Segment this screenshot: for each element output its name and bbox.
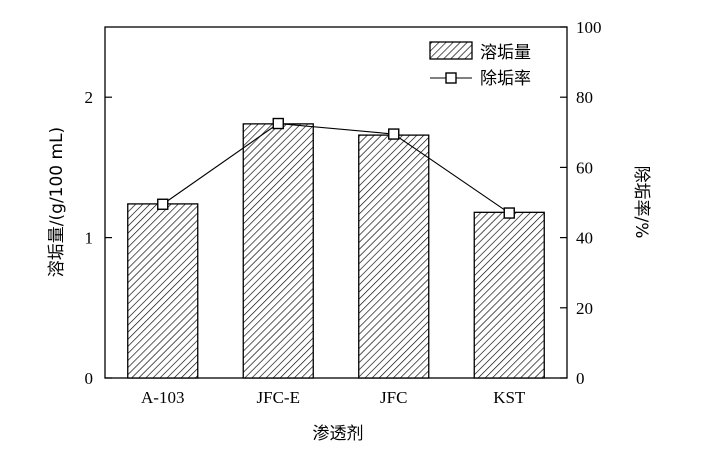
right-y-tick-label: 0 xyxy=(576,369,585,388)
legend: 溶垢量 除垢率 xyxy=(429,41,531,89)
x-tick-label: JFC xyxy=(380,388,407,407)
y2-axis-title: 除垢率/% xyxy=(631,166,651,239)
x-tick-label: JFC-E xyxy=(257,388,300,407)
legend-bar-label: 溶垢量 xyxy=(480,43,531,63)
left-y-tick-label: 0 xyxy=(85,369,94,388)
y-axis-title: 溶垢量/(g/100 mL) xyxy=(47,127,67,277)
data-point xyxy=(388,128,400,140)
legend-line-marker xyxy=(445,72,457,84)
data-point xyxy=(157,198,169,210)
bar xyxy=(242,123,314,379)
data-point xyxy=(503,207,515,219)
plot-frame xyxy=(104,26,568,379)
right-y-tick-label: 80 xyxy=(576,88,593,107)
left-y-tick-label: 2 xyxy=(85,88,94,107)
right-y-axis: 0 20 40 60 80 100 xyxy=(560,18,602,388)
bar xyxy=(473,211,545,379)
x-axis-title: 渗透剂 xyxy=(313,424,364,444)
plot-border xyxy=(104,26,568,379)
right-y-tick-label: 40 xyxy=(576,229,593,248)
right-y-tick-label: 100 xyxy=(576,18,602,37)
right-y-tick-label: 60 xyxy=(576,158,593,177)
series-line xyxy=(162,122,510,214)
x-tick-label: KST xyxy=(493,388,526,407)
data-point xyxy=(272,117,284,130)
legend-bar-swatch xyxy=(429,41,473,60)
left-y-tick-label: 1 xyxy=(85,229,94,248)
x-axis: A-103 JFC-E JFC KST xyxy=(141,388,526,407)
legend-line-label: 除垢率 xyxy=(480,69,531,89)
right-y-tick-label: 20 xyxy=(576,299,593,318)
line-series xyxy=(157,117,515,219)
bar-series xyxy=(127,123,545,379)
bar xyxy=(127,203,199,379)
left-y-axis: 0 1 2 xyxy=(85,88,112,388)
x-tick-label: A-103 xyxy=(141,388,184,407)
bar xyxy=(358,134,430,379)
